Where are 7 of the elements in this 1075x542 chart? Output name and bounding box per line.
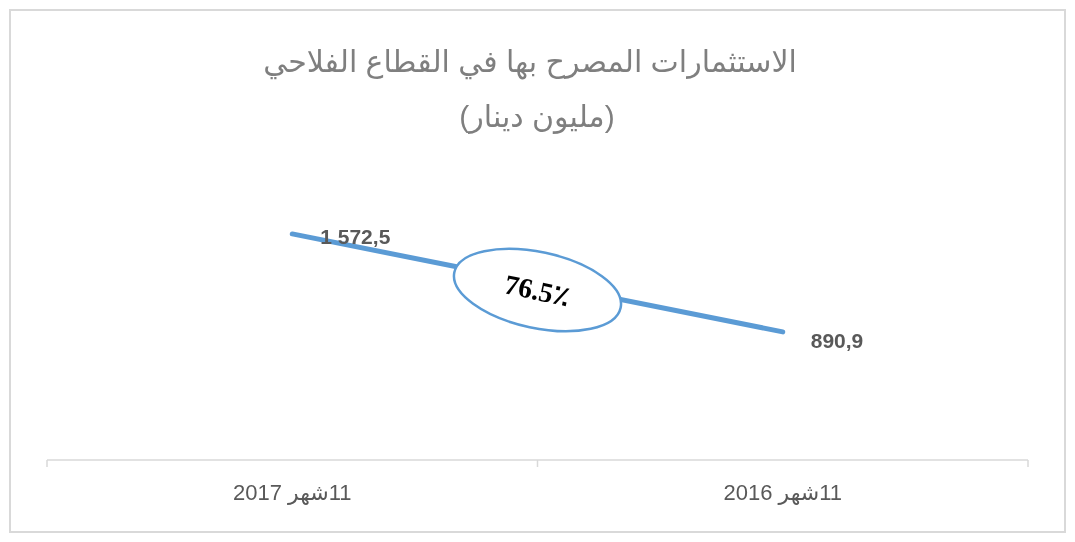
data-label: 890,9 — [810, 328, 864, 352]
chart-subtitle: (مليون دينار) — [459, 100, 615, 134]
annotation: 76.5٪ — [501, 268, 573, 313]
x-tick-label: 11شهر 2017 — [232, 480, 352, 505]
x-tick-label: 11شهر 2016 — [723, 480, 843, 505]
annotation-ellipse: 76.5٪ — [452, 247, 623, 333]
chart-title: الاستثمارات المصرح بها في القطاع الفلاحي — [263, 45, 797, 80]
